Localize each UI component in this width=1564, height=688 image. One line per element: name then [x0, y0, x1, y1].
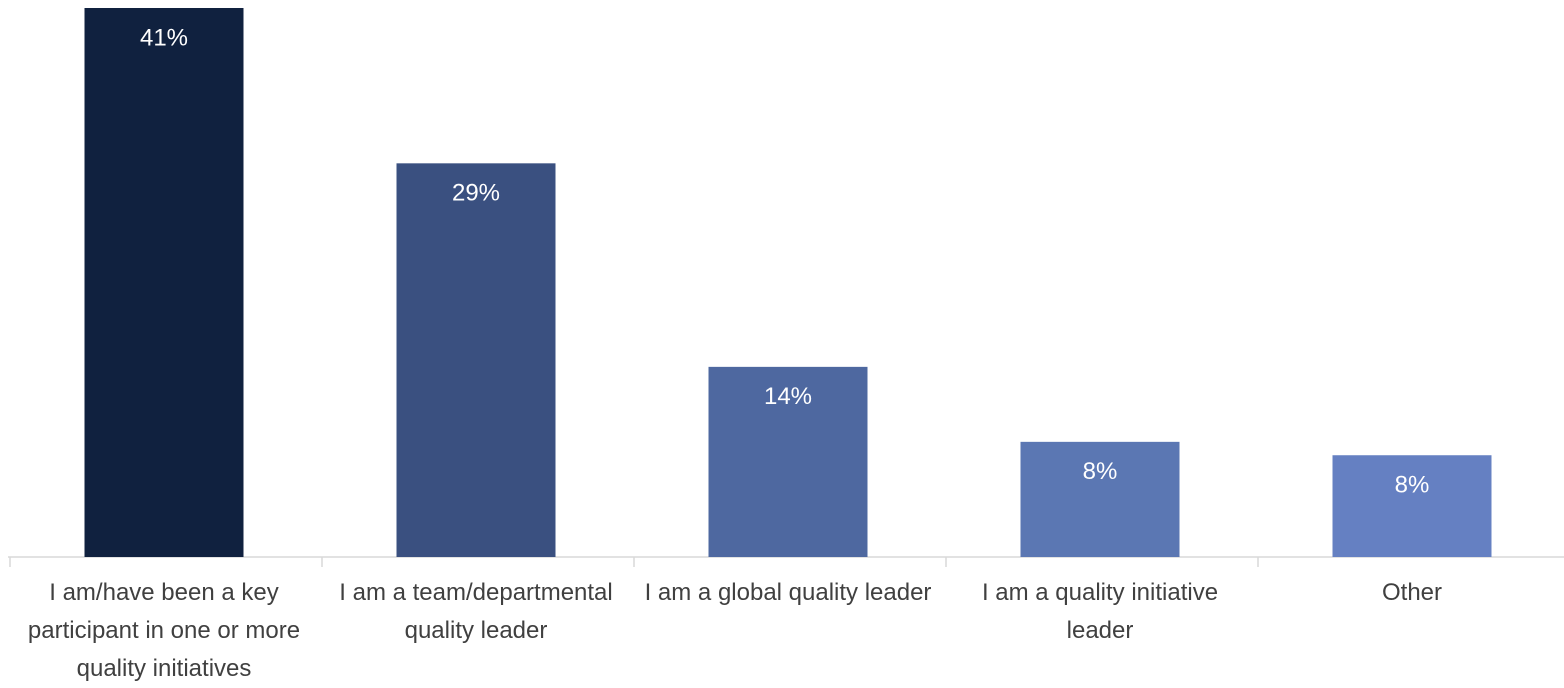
x-tick-label: Other [1381, 579, 1443, 606]
x-tick-label: I am a team/departmental quality leader [339, 579, 613, 644]
x-tick-label: I am/have been a key participant in one … [27, 579, 301, 682]
bar [84, 8, 244, 557]
data-label: 29% [452, 180, 500, 207]
data-label: 8% [1083, 458, 1118, 485]
data-label: 8% [1395, 472, 1430, 499]
data-label: 14% [764, 383, 812, 410]
bar [396, 163, 556, 557]
bar [708, 366, 868, 557]
bar [1020, 441, 1180, 557]
data-label: 41% [140, 24, 188, 51]
bar [1332, 455, 1492, 557]
x-tick-label: I am a quality initiative leader [981, 579, 1219, 644]
x-tick-label: I am a global quality leader [644, 579, 932, 606]
